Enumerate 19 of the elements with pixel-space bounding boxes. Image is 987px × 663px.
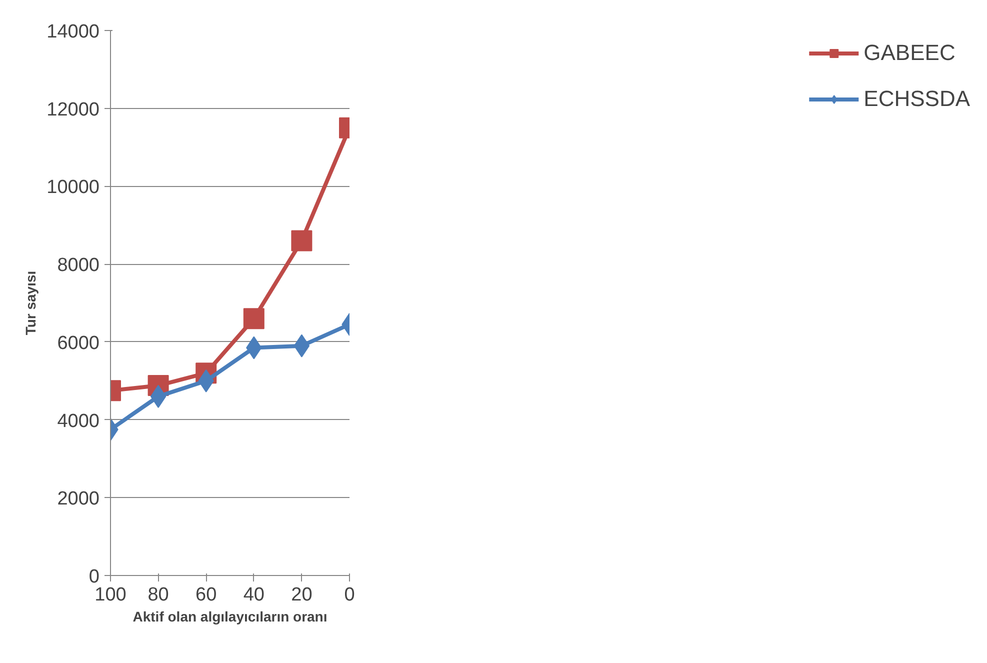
x-tick-label: 0 [344,584,355,606]
x-axis-title: Aktif olan algılayıcıların oranı [132,608,328,624]
point [243,308,264,330]
y-tick-label: 2000 [57,488,100,510]
y-tick-label: 12000 [46,99,100,120]
y-tick-label: 14000 [46,22,100,42]
x-tick-label: 40 [243,584,264,606]
x-tick-label: 100 [94,584,126,606]
y-tick-label: 6000 [57,332,100,354]
y-axis-title: Tur sayısı [22,270,39,336]
x-tick-label: 80 [148,584,169,606]
y-tick-label: 10000 [46,177,100,198]
y-tick-label: 0 [88,566,100,588]
x-tick-label: 60 [196,584,217,606]
x-tick-label: 20 [291,584,312,606]
legend-label: GABEEC [864,40,956,66]
legend-label: ECHSSDA [864,86,970,112]
y-tick-label: 4000 [57,410,100,432]
y-tick-label: 8000 [57,255,100,276]
